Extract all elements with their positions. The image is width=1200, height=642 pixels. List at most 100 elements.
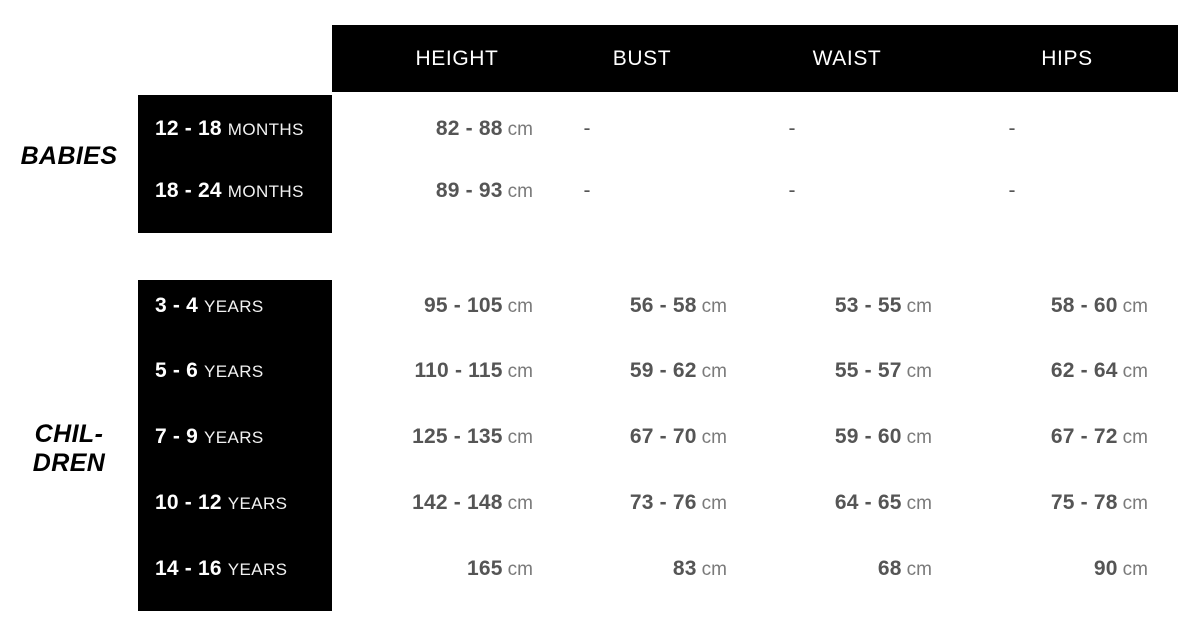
table-cell-hips: - xyxy=(952,117,1072,141)
table-cell-waist: - xyxy=(732,117,852,141)
age-unit: YEARS xyxy=(204,362,264,381)
value-number: - xyxy=(1008,179,1016,202)
age-value: 10 - 12 xyxy=(155,491,222,514)
table-cell-hips: 62 - 64 cm xyxy=(968,359,1148,383)
age-value: 12 - 18 xyxy=(155,117,222,140)
age-unit: MONTHS xyxy=(227,182,304,201)
value-number: - xyxy=(583,179,591,202)
value-number: - xyxy=(1008,117,1016,140)
table-cell-hips: 90 cm xyxy=(968,557,1148,581)
value-unit: cm xyxy=(507,493,533,514)
value-unit: cm xyxy=(1122,427,1148,448)
value-unit: cm xyxy=(906,559,932,580)
age-row-14-16-years: 14 - 16 YEARS xyxy=(138,557,332,581)
table-cell-hips: 58 - 60 cm xyxy=(968,294,1148,318)
group-label-children: CHIL- DREN xyxy=(0,420,138,478)
table-cell-waist: 68 cm xyxy=(752,557,932,581)
age-unit: YEARS xyxy=(204,428,264,447)
table-cell-bust: 67 - 70 cm xyxy=(547,425,727,449)
value-number: 95 - 105 xyxy=(424,294,503,317)
value-number: - xyxy=(583,117,591,140)
table-header-bar: HEIGHT BUST WAIST HIPS xyxy=(332,25,1178,92)
value-number: 125 - 135 xyxy=(412,425,503,448)
value-number: 59 - 60 xyxy=(834,425,902,448)
value-number: 58 - 60 xyxy=(1050,294,1118,317)
table-cell-bust: 83 cm xyxy=(547,557,727,581)
value-number: 82 - 88 xyxy=(435,117,503,140)
column-header-hips: HIPS xyxy=(1041,47,1093,70)
value-unit: cm xyxy=(906,493,932,514)
table-cell-hips: 67 - 72 cm xyxy=(968,425,1148,449)
value-number: 142 - 148 xyxy=(412,491,503,514)
age-value: 7 - 9 xyxy=(155,425,199,448)
column-header-waist: WAIST xyxy=(812,47,882,70)
value-number: 59 - 62 xyxy=(629,359,697,382)
group-label-babies-line-1: BABIES xyxy=(20,142,118,170)
value-unit: cm xyxy=(507,361,533,382)
value-unit: cm xyxy=(906,296,932,317)
table-cell-waist: - xyxy=(732,179,852,203)
value-number: 67 - 72 xyxy=(1050,425,1118,448)
value-unit: cm xyxy=(507,559,533,580)
age-unit: YEARS xyxy=(227,494,288,513)
value-unit: cm xyxy=(701,427,727,448)
table-cell-height: 142 - 148 cm xyxy=(333,491,533,515)
value-unit: cm xyxy=(906,427,932,448)
age-value: 18 - 24 xyxy=(155,179,222,202)
value-unit: cm xyxy=(906,361,932,382)
group-label-babies: BABIES xyxy=(0,142,138,171)
value-number: 73 - 76 xyxy=(629,491,697,514)
value-number: - xyxy=(788,117,796,140)
age-row-10-12-years: 10 - 12 YEARS xyxy=(138,491,332,515)
value-unit: cm xyxy=(701,296,727,317)
column-header-height: HEIGHT xyxy=(415,47,499,70)
table-cell-bust: 59 - 62 cm xyxy=(547,359,727,383)
age-unit: YEARS xyxy=(227,560,288,579)
value-number: 89 - 93 xyxy=(435,179,503,202)
age-value: 14 - 16 xyxy=(155,557,222,580)
value-number: 67 - 70 xyxy=(629,425,697,448)
value-number: 55 - 57 xyxy=(834,359,902,382)
table-cell-height: 89 - 93 cm xyxy=(333,179,533,203)
age-block-babies: 12 - 18 MONTHS 18 - 24 MONTHS xyxy=(138,95,332,233)
value-unit: cm xyxy=(701,559,727,580)
value-number: 68 xyxy=(877,557,902,580)
table-cell-bust: 56 - 58 cm xyxy=(547,294,727,318)
value-unit: cm xyxy=(507,296,533,317)
age-value: 5 - 6 xyxy=(155,359,199,382)
age-unit: YEARS xyxy=(204,297,264,316)
age-block-children: 3 - 4 YEARS 5 - 6 YEARS 7 - 9 YEARS 10 - 12… xyxy=(138,280,332,611)
column-header-bust: BUST xyxy=(612,47,672,70)
table-cell-height: 95 - 105 cm xyxy=(333,294,533,318)
value-number: 62 - 64 xyxy=(1050,359,1118,382)
table-cell-height: 165 cm xyxy=(333,557,533,581)
value-unit: cm xyxy=(701,361,727,382)
table-cell-height: 82 - 88 cm xyxy=(333,117,533,141)
table-cell-bust: - xyxy=(527,179,647,203)
value-unit: cm xyxy=(1122,361,1148,382)
age-row-18-24-months: 18 - 24 MONTHS xyxy=(138,179,332,203)
group-label-children-line-1: CHIL- xyxy=(34,420,104,448)
value-unit: cm xyxy=(1122,493,1148,514)
value-number: 53 - 55 xyxy=(834,294,902,317)
age-row-7-9-years: 7 - 9 YEARS xyxy=(138,425,332,449)
value-unit: cm xyxy=(1122,296,1148,317)
table-cell-bust: - xyxy=(527,117,647,141)
age-row-5-6-years: 5 - 6 YEARS xyxy=(138,359,332,383)
table-cell-hips: - xyxy=(952,179,1072,203)
value-number: 83 xyxy=(672,557,697,580)
value-number: 56 - 58 xyxy=(629,294,697,317)
value-number: 64 - 65 xyxy=(834,491,902,514)
value-number: 75 - 78 xyxy=(1050,491,1118,514)
age-row-12-18-months: 12 - 18 MONTHS xyxy=(138,117,332,141)
value-number: 90 xyxy=(1093,557,1118,580)
table-cell-waist: 59 - 60 cm xyxy=(752,425,932,449)
table-cell-waist: 64 - 65 cm xyxy=(752,491,932,515)
value-unit: cm xyxy=(507,119,533,140)
age-unit: MONTHS xyxy=(227,120,304,139)
value-number: 165 xyxy=(467,557,503,580)
table-cell-height: 110 - 115 cm xyxy=(333,359,533,383)
value-unit: cm xyxy=(507,181,533,202)
table-cell-bust: 73 - 76 cm xyxy=(547,491,727,515)
